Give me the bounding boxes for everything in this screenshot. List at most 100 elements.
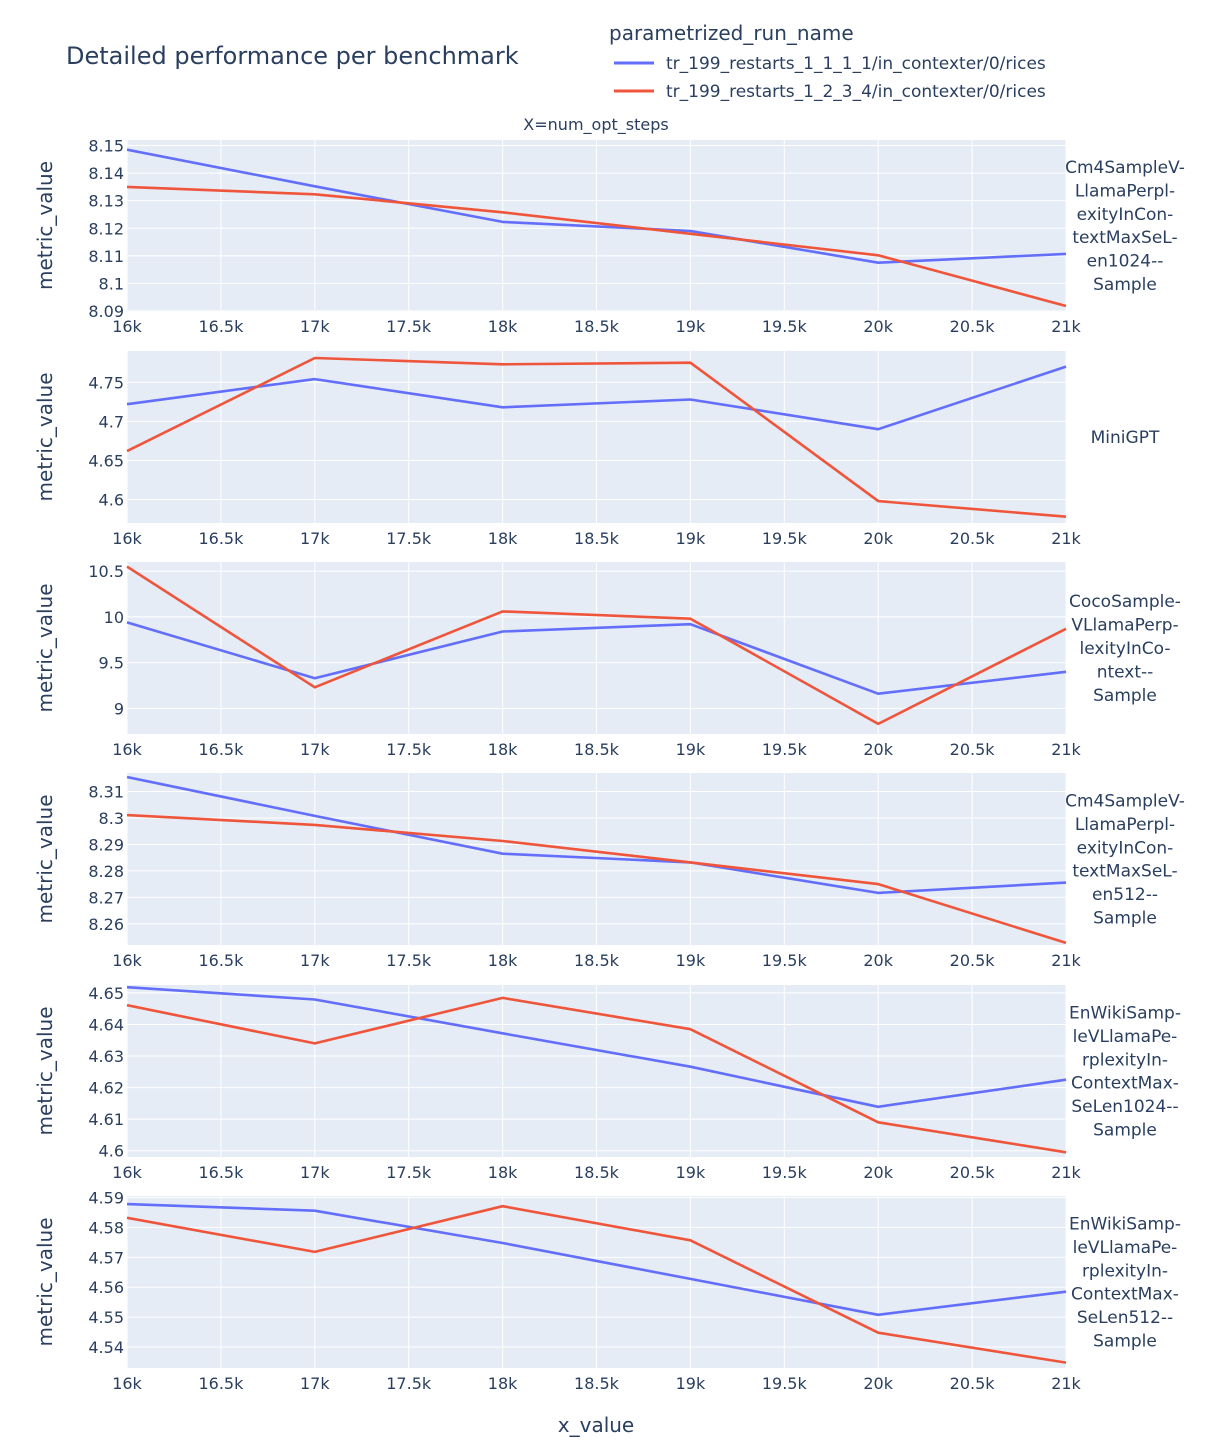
x-tick-label: 18.5k	[574, 951, 620, 970]
y-axis-label: metric_value	[33, 1217, 57, 1346]
x-tick-label: 19k	[676, 740, 706, 759]
x-tick-label: 17k	[300, 317, 330, 336]
facet-row-label-line: EnWikiSamp-	[1069, 1004, 1181, 1024]
x-tick-label: 19k	[676, 1374, 706, 1393]
x-tick-label: 18k	[488, 317, 518, 336]
facet-row-label-line: exityInCon-	[1077, 205, 1174, 225]
y-axis-label: metric_value	[33, 794, 57, 923]
facet-row-label-line: Cm4SampleV-	[1065, 158, 1185, 178]
legend: parametrized_run_name tr_199_restarts_1_…	[609, 21, 1046, 102]
facet-row-label-line: ContextMax-	[1071, 1074, 1179, 1094]
x-tick-label: 19.5k	[762, 317, 808, 336]
y-tick-label: 4.7	[99, 412, 124, 431]
x-axis-label: x_value	[558, 1413, 634, 1437]
facet-row-label: Cm4SampleV- LlamaPerpl-exityInCon-textMax…	[1065, 792, 1185, 929]
x-tick-label: 21k	[1051, 529, 1081, 548]
y-tick-label: 4.65	[88, 984, 124, 1003]
series-2-line	[126, 565, 1067, 726]
facet-row-label-line: textMaxSeL-	[1072, 862, 1177, 882]
legend-title: parametrized_run_name	[609, 21, 854, 45]
x-tick-label: 18k	[488, 740, 518, 759]
x-tick-label: 17.5k	[386, 1163, 432, 1182]
y-tick-label: 8.11	[88, 247, 124, 266]
chart-title: Detailed performance per benchmark	[66, 42, 519, 70]
y-tick-label: 8.31	[88, 783, 124, 802]
facet-row-label-line: exityInCon-	[1077, 838, 1174, 858]
legend-item-series-1[interactable]: tr_199_restarts_1_1_1_1/in_contexter/0/r…	[614, 54, 1046, 74]
facet-row-label-line: Sample	[1093, 909, 1157, 929]
facet-row-label-line: LlamaPerpl-	[1075, 815, 1175, 835]
x-tick-label: 19.5k	[762, 951, 808, 970]
y-axis-label: metric_value	[33, 372, 57, 501]
x-tick-label: 18k	[488, 1163, 518, 1182]
y-tick-label: 4.59	[88, 1188, 124, 1207]
y-tick-label: 4.64	[88, 1015, 124, 1034]
facet-row-label: Cm4SampleV- LlamaPerpl-exityInCon-textMax…	[1065, 158, 1185, 295]
y-tick-label: 8.1	[99, 274, 124, 293]
facet-row-label-line: Sample	[1093, 1121, 1157, 1141]
facet-row-label-line: LlamaPerpl-	[1075, 181, 1175, 201]
y-tick-label: 10.5	[88, 562, 124, 581]
series-2-line	[126, 1204, 1067, 1364]
y-tick-label: 9	[114, 699, 124, 718]
y-tick-label: 10	[104, 608, 124, 627]
x-tick-label: 20k	[863, 529, 893, 548]
y-tick-label: 4.56	[88, 1278, 124, 1297]
y-tick-label: 8.27	[88, 888, 124, 907]
y-tick-label: 8.28	[88, 862, 124, 881]
y-tick-label: 4.65	[88, 451, 124, 470]
x-tick-label: 17.5k	[386, 529, 432, 548]
x-tick-label: 20.5k	[950, 1374, 996, 1393]
series-1-line	[126, 1202, 1067, 1317]
x-tick-label: 17k	[300, 1374, 330, 1393]
x-tick-label: 20.5k	[950, 740, 996, 759]
y-axis-label: metric_value	[33, 583, 57, 712]
x-tick-label: 17k	[300, 740, 330, 759]
y-tick-label: 9.5	[99, 654, 124, 673]
panel-1: 16k 16.5k 17k 17.5k 18k 18.5k 19k 19.5k 20k 20.5k…	[33, 137, 1185, 336]
x-tick-label: 21k	[1051, 740, 1081, 759]
x-tick-label: 20k	[863, 1163, 893, 1182]
facet-row-label-line: Sample	[1093, 1332, 1157, 1352]
facet-column-label: X=num_opt_steps	[523, 115, 668, 135]
x-tick-label: 21k	[1051, 951, 1081, 970]
y-tick-label: 4.6	[99, 1142, 124, 1161]
x-tick-label: 17.5k	[386, 317, 432, 336]
series-2-line	[126, 185, 1067, 308]
x-tick-label: 20.5k	[950, 1163, 996, 1182]
x-tick-label: 18k	[488, 529, 518, 548]
x-tick-label: 19.5k	[762, 1374, 808, 1393]
x-tick-label: 18.5k	[574, 1374, 620, 1393]
y-axis-label: metric_value	[33, 161, 57, 290]
facet-row-label-line: ntext--	[1097, 662, 1154, 682]
x-tick-label: 16k	[112, 1374, 142, 1393]
x-tick-label: 18k	[488, 951, 518, 970]
panel-6: 16k 16.5k 17k 17.5k 18k 18.5k 19k 19.5k 20k 20.5k…	[33, 1188, 1181, 1393]
x-tick-label: 18.5k	[574, 317, 620, 336]
panel-3: 16k 16.5k 17k 17.5k 18k 18.5k 19k 19.5k 20k 20.5k…	[33, 562, 1181, 759]
x-tick-label: 18.5k	[574, 529, 620, 548]
facet-row-label-line: rplexityIn-	[1082, 1261, 1168, 1281]
legend-label-series-2: tr_199_restarts_1_2_3_4/in_contexter/0/r…	[666, 82, 1046, 102]
series-1-line	[126, 365, 1067, 431]
x-tick-label: 19k	[676, 1163, 706, 1182]
legend-label-series-1: tr_199_restarts_1_1_1_1/in_contexter/0/r…	[666, 54, 1046, 74]
y-tick-label: 8.14	[88, 164, 124, 183]
x-tick-label: 16k	[112, 1163, 142, 1182]
y-tick-label: 8.12	[88, 219, 124, 238]
x-tick-label: 16.5k	[198, 1163, 244, 1182]
y-tick-label: 4.6	[99, 491, 124, 510]
y-tick-label: 4.58	[88, 1218, 124, 1237]
facet-row-label-line: VLlamaPerp-	[1071, 616, 1178, 636]
series-2-line	[126, 356, 1067, 518]
x-tick-label: 17k	[300, 1163, 330, 1182]
facet-row-label-line: MiniGPT	[1091, 428, 1160, 448]
facet-row-label: EnWikiSamp-leVLlamaPe-rplexityIn- Context…	[1069, 1004, 1181, 1141]
x-tick-label: 20k	[863, 951, 893, 970]
x-tick-label: 16.5k	[198, 951, 244, 970]
series-1-line	[126, 985, 1067, 1109]
y-tick-label: 8.09	[88, 302, 124, 321]
y-tick-label: 4.61	[88, 1110, 124, 1129]
legend-item-series-2[interactable]: tr_199_restarts_1_2_3_4/in_contexter/0/r…	[614, 82, 1046, 102]
series-1-line	[126, 621, 1067, 696]
